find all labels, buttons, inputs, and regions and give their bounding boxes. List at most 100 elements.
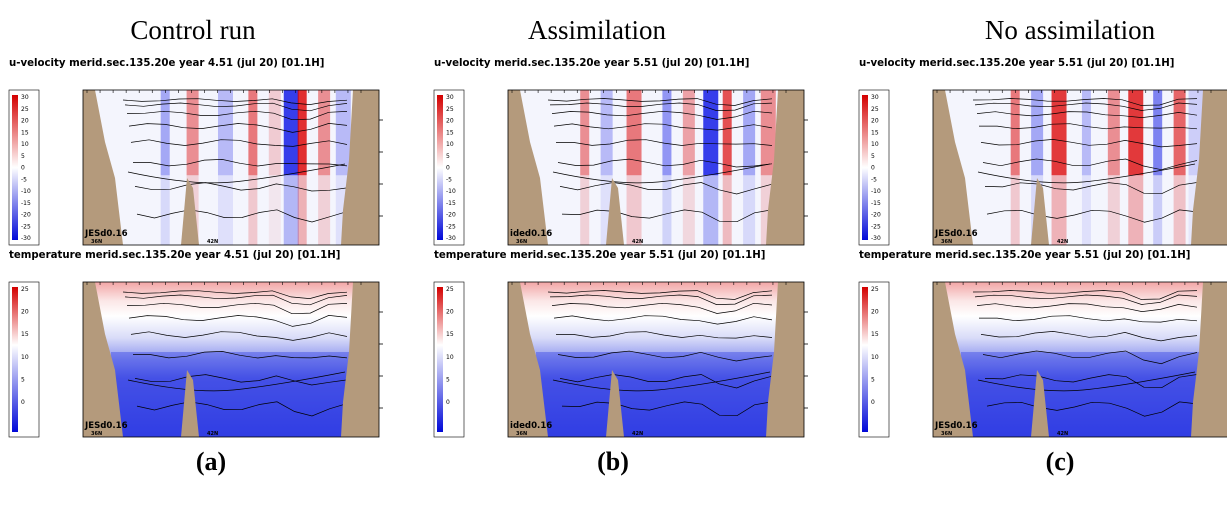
colorbar-tick-label: 10 xyxy=(21,141,29,148)
contour-line xyxy=(551,302,773,314)
temperature-field xyxy=(933,282,1207,437)
colorbar-tick-label: 10 xyxy=(21,354,29,361)
velocity-band xyxy=(580,90,590,176)
velocity-band xyxy=(186,90,199,176)
velocity-band xyxy=(160,90,170,176)
lat-tick-label: 42N xyxy=(207,431,218,437)
plot-frame xyxy=(82,281,380,438)
land-mask xyxy=(508,282,804,437)
colorbar-tick-label: 0 xyxy=(446,165,450,172)
colorbar-tick-label: 20 xyxy=(871,118,879,125)
right-land xyxy=(1207,282,1227,437)
lat-tick-label: 36N xyxy=(516,431,527,437)
contour-line xyxy=(557,158,773,168)
colorbar-tick-label: -15 xyxy=(446,200,456,207)
deep-water xyxy=(111,352,349,437)
contour-line xyxy=(976,111,1198,118)
velocity-band-deep xyxy=(283,175,299,245)
land-mask xyxy=(933,90,1227,245)
right-land xyxy=(357,282,379,437)
contour-line xyxy=(561,401,773,417)
velocity-band xyxy=(600,90,613,176)
land-mask xyxy=(508,90,804,245)
u-velocity-panel: u-velocity merid.sec.135.20e year 5.51 (… xyxy=(858,58,1227,246)
colorbar-tick-label: 0 xyxy=(871,165,875,172)
contour-line xyxy=(559,182,773,195)
right-coast xyxy=(341,282,357,437)
run-code-label: JESd0.16 xyxy=(84,421,128,431)
deep-water xyxy=(961,352,1199,437)
land-mask xyxy=(83,282,379,437)
contour-line xyxy=(984,374,1198,389)
contour-line xyxy=(134,182,348,192)
colorbar-ramp xyxy=(437,287,443,432)
contour-line xyxy=(551,110,773,120)
column-1: Control run (a) u-velocity merid.sec.135.2… xyxy=(8,15,383,476)
colorbar-tick-label: 5 xyxy=(871,153,875,160)
velocity-band xyxy=(722,90,732,176)
temperature-field xyxy=(83,282,357,437)
right-coast xyxy=(1191,90,1207,245)
section-plot: 36N 42N JESd0.16 xyxy=(932,89,1227,246)
contour-line xyxy=(980,139,1198,148)
ridge xyxy=(181,178,199,245)
contour-line xyxy=(549,294,773,305)
velocity-band-deep xyxy=(248,175,258,245)
deep-contour-line xyxy=(127,163,346,184)
plot-frame xyxy=(507,281,805,438)
velocity-band-deep xyxy=(1153,175,1163,245)
colorbar-tick-label: 10 xyxy=(446,354,454,361)
contour-line xyxy=(134,374,348,386)
panel-title: temperature merid.sec.135.20e year 5.51 … xyxy=(434,250,765,261)
temperature-field xyxy=(508,282,782,437)
colorbar-tick-label: 25 xyxy=(871,106,879,113)
contour-line xyxy=(561,209,773,223)
velocity-band xyxy=(335,90,351,176)
colorbar-tick-label: 5 xyxy=(446,153,450,160)
colorbar-ramp xyxy=(862,287,868,432)
panel-title: u-velocity merid.sec.135.20e year 5.51 (… xyxy=(859,58,1174,69)
colorbar-tick-label: -30 xyxy=(446,235,456,242)
colorbar-tick-label: 25 xyxy=(21,106,29,113)
colorbar-tick-label: 10 xyxy=(446,141,454,148)
velocity-band-deep xyxy=(160,175,170,245)
panel-title: temperature merid.sec.135.20e year 5.51 … xyxy=(859,250,1190,261)
colorbar-tick-label: 20 xyxy=(446,118,454,125)
temperature-panel: temperature merid.sec.135.20e year 5.51 … xyxy=(858,250,1227,438)
velocity-band-deep xyxy=(318,175,331,245)
column-3: No assimilation (c) u-velocity merid.sec.1… xyxy=(858,15,1227,476)
velocity-band xyxy=(1081,90,1091,176)
contour-line xyxy=(124,102,348,112)
land-mask xyxy=(933,282,1227,437)
velocity-band xyxy=(268,90,281,176)
colorbar-tick-label: 25 xyxy=(446,286,454,293)
right-land xyxy=(1207,90,1227,245)
lat-tick-label: 36N xyxy=(941,431,952,437)
colorbar-tick-label: -5 xyxy=(871,176,877,183)
velocity-field xyxy=(508,90,782,245)
colorbar-tick-label: 30 xyxy=(871,94,879,101)
colorbar-tick-label: 0 xyxy=(21,399,25,406)
colorbar-tick-label: 15 xyxy=(871,129,879,136)
velocity-band-deep xyxy=(1010,175,1020,245)
plot-frame xyxy=(82,89,380,246)
contour-line xyxy=(128,315,348,327)
colorbar-tick-label: -25 xyxy=(21,223,31,230)
panel-label: (b) xyxy=(597,447,629,476)
contour-line xyxy=(979,315,1198,323)
section-plot: 36N 42N JESd0.16 xyxy=(932,281,1227,438)
velocity-band-deep xyxy=(580,175,590,245)
run-code-label: ided0.16 xyxy=(510,421,552,431)
velocity-band xyxy=(318,90,331,176)
velocity-band xyxy=(283,90,299,176)
colorbar-tick-label: 0 xyxy=(871,399,875,406)
colorbar-tick-label: 5 xyxy=(871,376,875,383)
ridge xyxy=(606,178,624,245)
contour-line xyxy=(986,401,1198,417)
colorbar-tick-label: -20 xyxy=(446,212,456,219)
right-land xyxy=(782,90,804,245)
contour-line xyxy=(982,158,1198,171)
left-coast xyxy=(83,282,123,437)
lat-tick-label: 36N xyxy=(516,239,527,245)
lat-tick-label: 42N xyxy=(1057,239,1068,245)
